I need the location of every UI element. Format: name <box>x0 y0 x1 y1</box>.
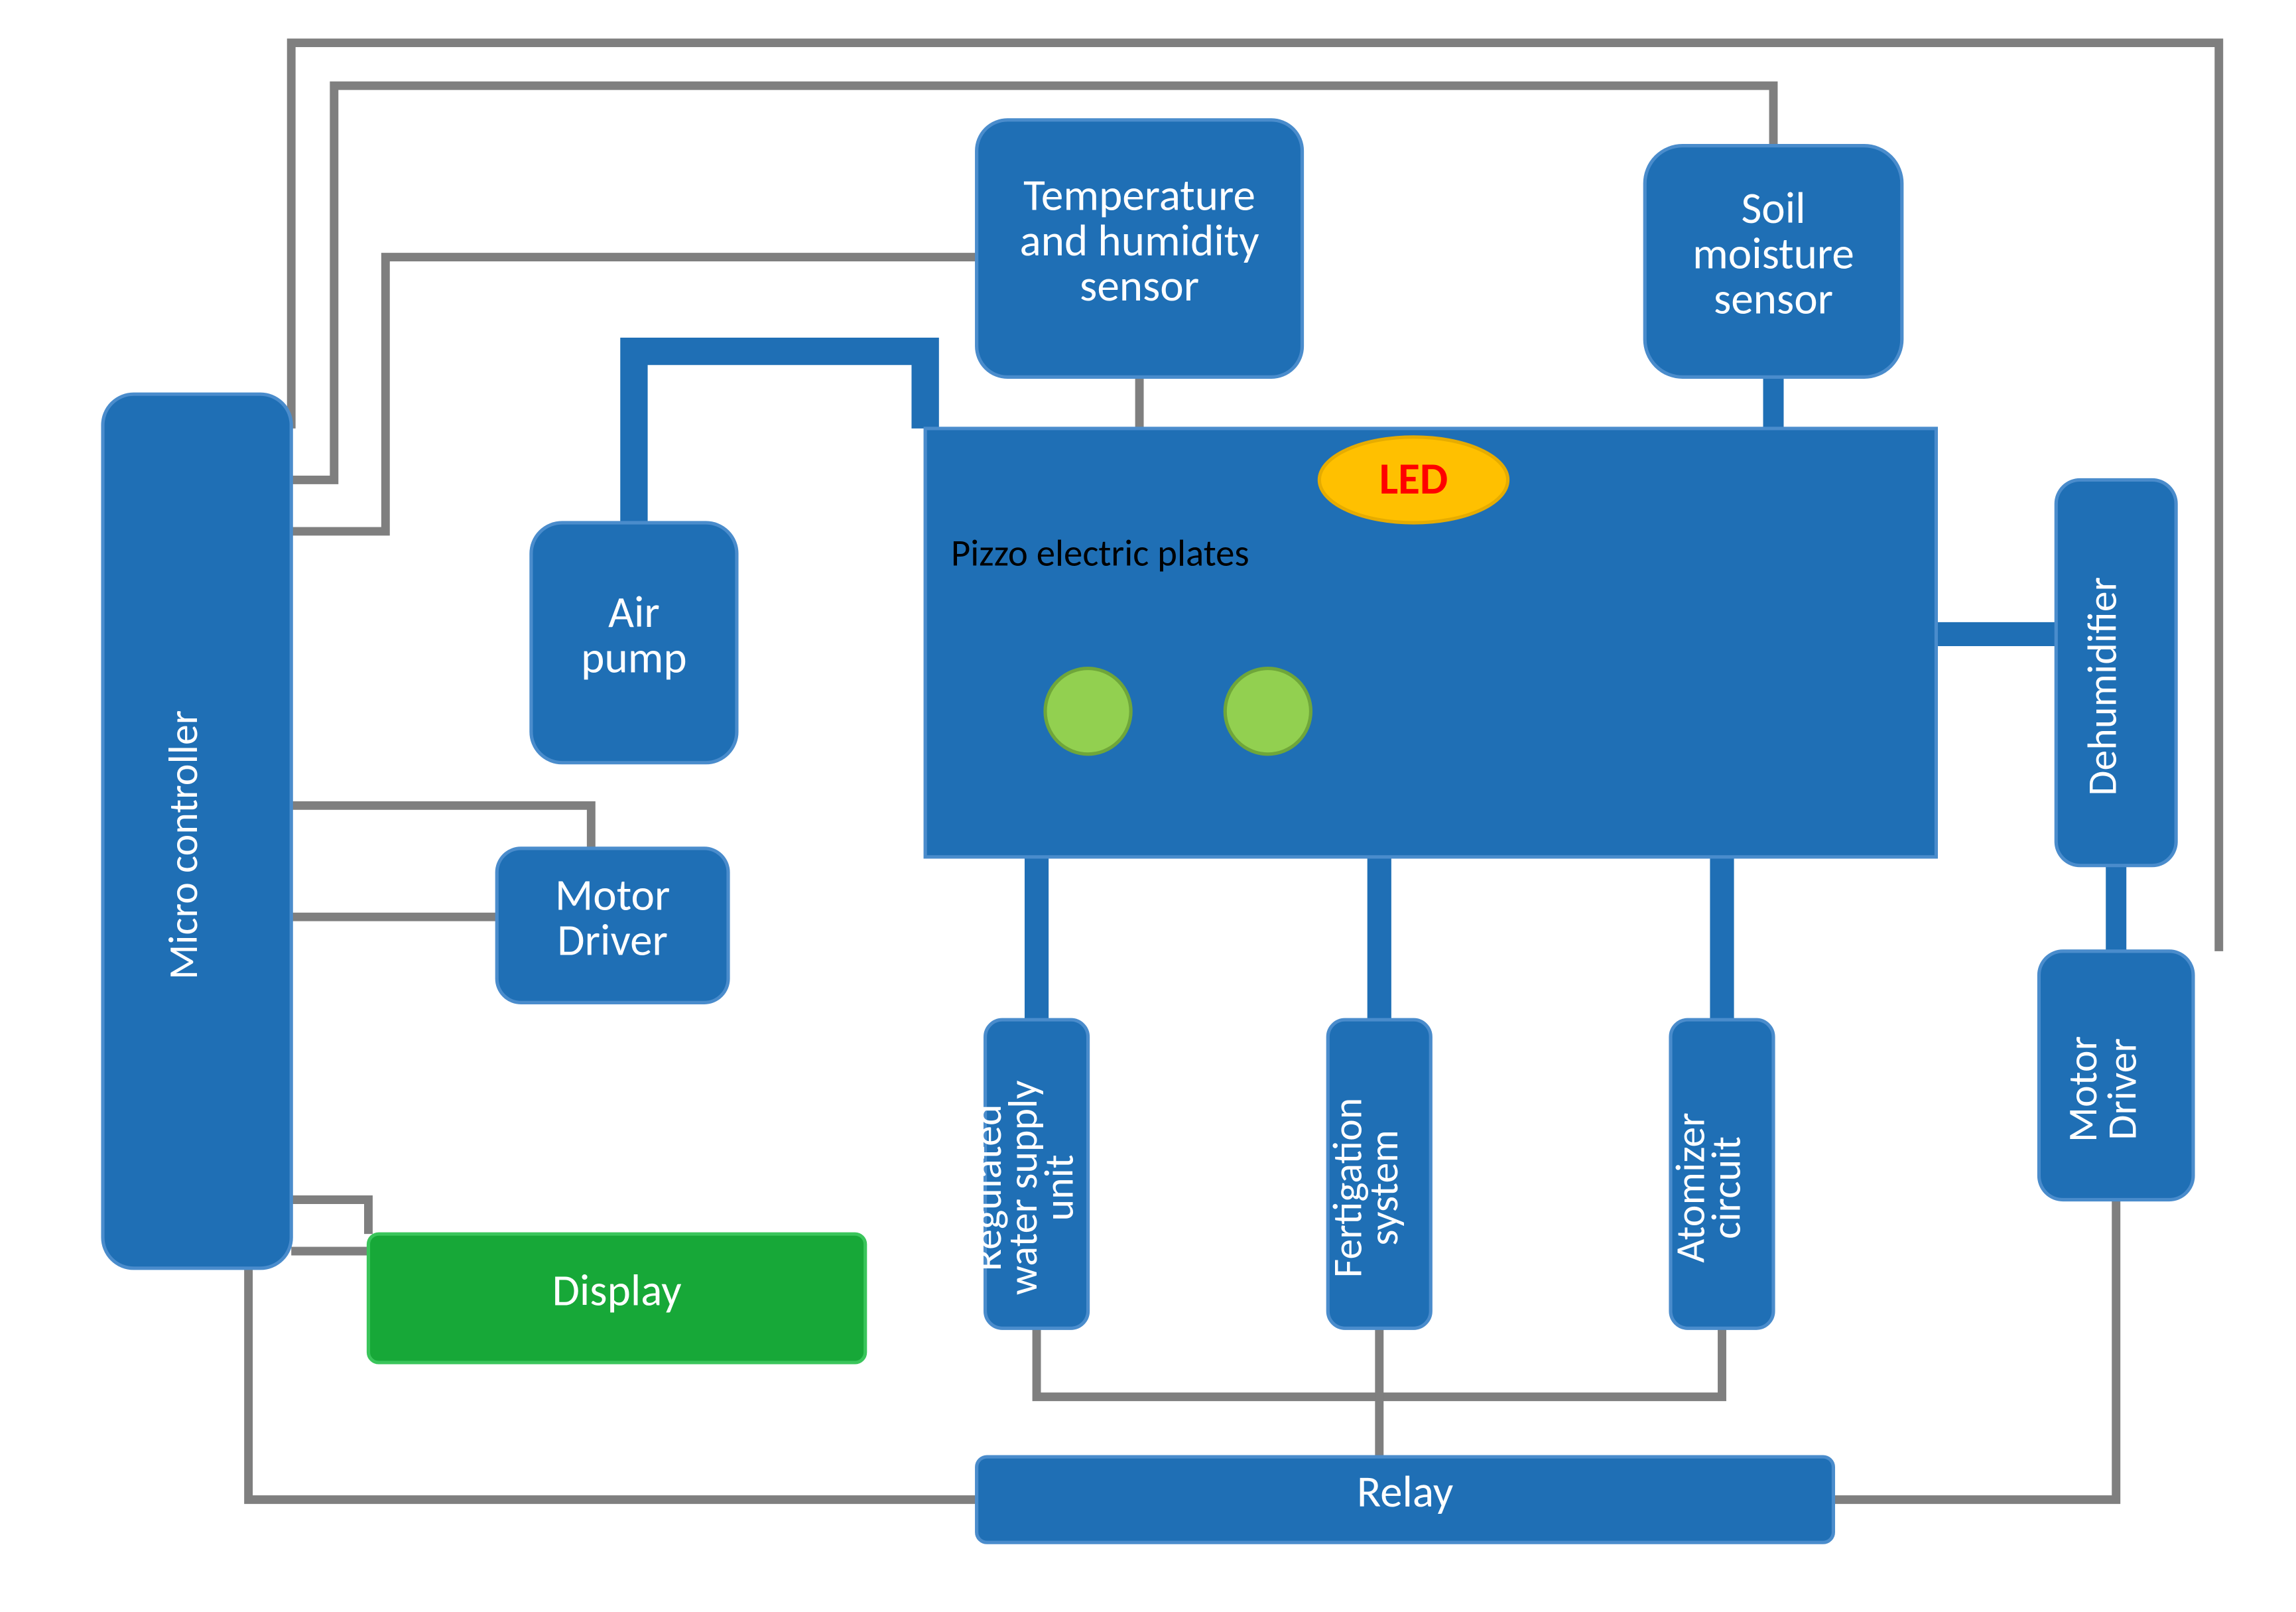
airpump-node: Airpump <box>531 523 737 763</box>
motor1-node: MotorDriver <box>497 848 728 1003</box>
display-label: Display <box>552 1263 682 1317</box>
connector-blue <box>634 352 925 523</box>
pizzo-plate <box>1225 669 1310 754</box>
dehum-label: Dehumidifier <box>2077 577 2128 796</box>
soil-node: Soilmoisturesensor <box>1645 146 1902 377</box>
connector-grey <box>291 1200 368 1235</box>
pizzo-label: Pizzo electric plates <box>951 531 1249 576</box>
micro-label: Micro controller <box>158 710 208 980</box>
motor2-label: MotorDriver <box>2057 1036 2147 1142</box>
relay-node: Relay <box>977 1457 1834 1542</box>
display-node: Display <box>368 1234 865 1363</box>
connector-grey <box>1833 1200 2116 1500</box>
micro-node: Micro controller <box>103 394 291 1268</box>
motor1-label: MotorDriver <box>555 868 670 967</box>
relay-label: Relay <box>1357 1465 1453 1519</box>
diagram-canvas: LED Pizzo electric plates Micro controller… <box>0 0 2296 1611</box>
dehum-node: Dehumidifier <box>2056 480 2176 865</box>
connector-grey <box>291 805 591 848</box>
fert-node: Fertigationsystem <box>1322 1020 1431 1328</box>
led-label: LED <box>1379 452 1448 506</box>
pizzo-plate <box>1045 669 1131 754</box>
regwater-node: Regulatedwater supplyunit <box>962 1020 1088 1328</box>
motor2-node: MotorDriver <box>2039 951 2193 1200</box>
temp-node: Temperatureand humiditysensor <box>977 120 1303 377</box>
atom-node: Atomizercircuit <box>1665 1020 1773 1328</box>
